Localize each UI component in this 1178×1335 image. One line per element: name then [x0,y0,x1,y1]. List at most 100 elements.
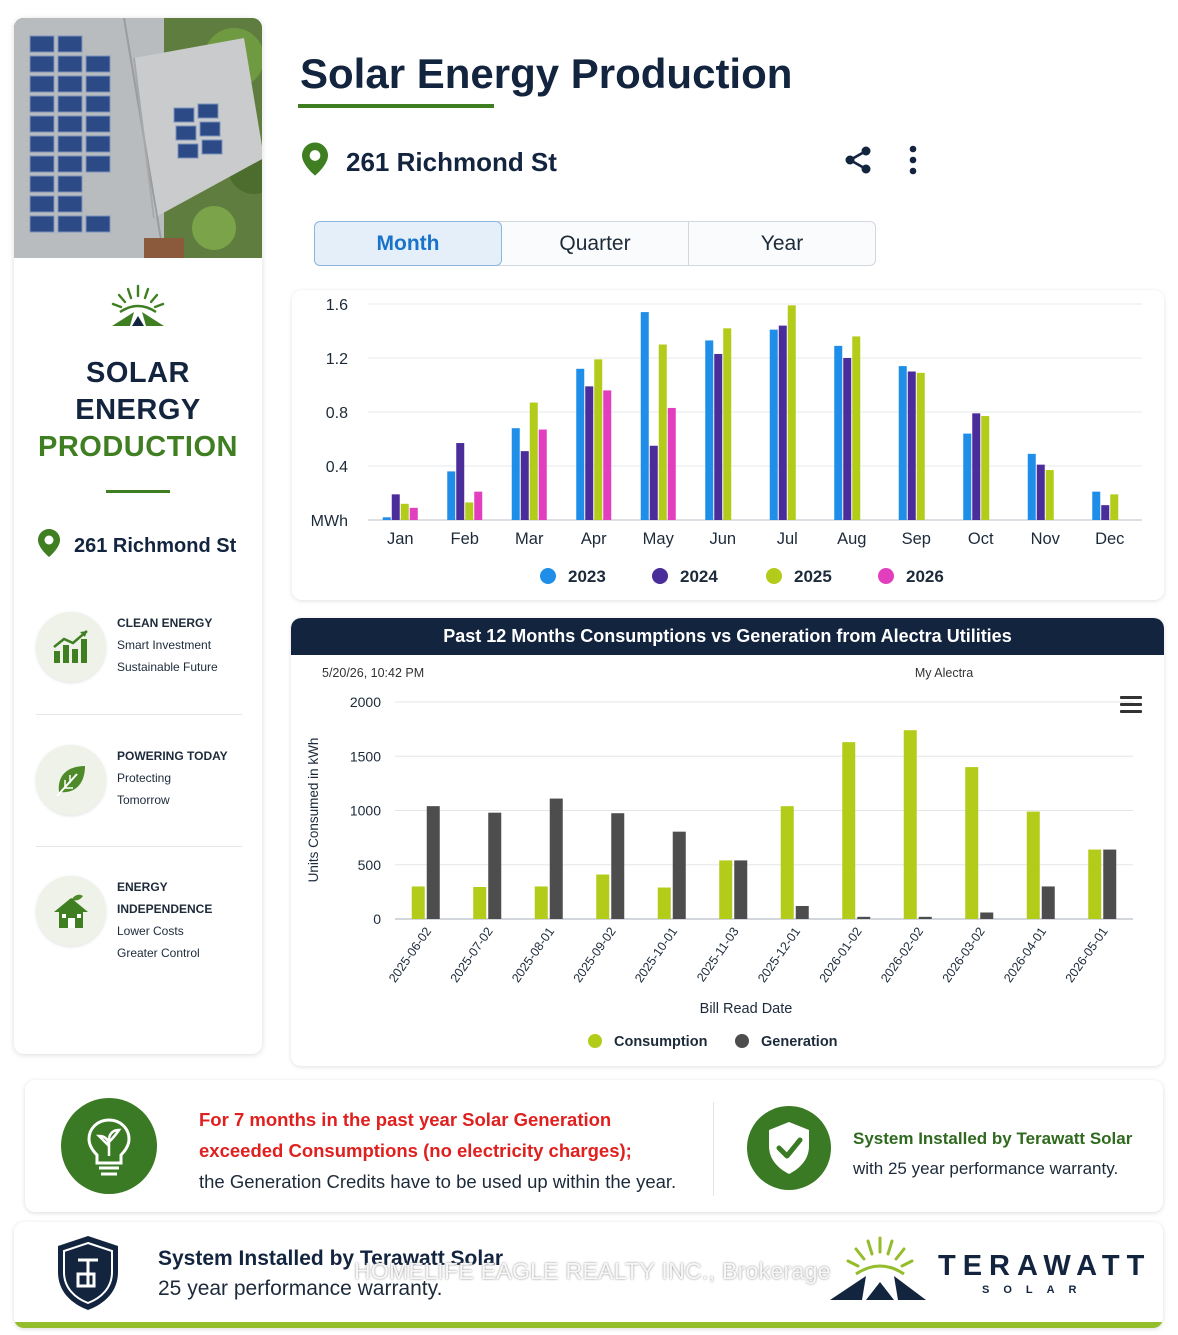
bar-2024-Jan [391,494,400,520]
bar-consumption-2026-02-02 [903,730,917,919]
feature-energy-independence: ENERGY INDEPENDENCE Lower Costs Greater … [36,876,242,964]
chart-timestamp: 5/20/26, 10:42 PM [322,666,424,680]
legend-marker-consumption [588,1034,602,1048]
legend-marker-2023 [540,568,556,584]
bar-2024-Nov [1036,464,1045,520]
brokerage-watermark: HOMELIFE EAGLE REALTY INC., Brokerage [354,1258,831,1284]
bar-2023-Jun [705,340,714,520]
x-tick-label: 2026-01-02 [817,925,865,985]
bar-2025-Aug [852,336,861,520]
bar-consumption-2025-06-02 [411,886,425,919]
feature-heading: POWERING TODAY [117,749,228,763]
bar-generation-2025-09-02 [611,813,625,919]
bar-chart-growth-icon [36,612,106,682]
bar-consumption-2025-10-01 [657,887,671,919]
location-pin-icon [302,142,328,183]
x-tick-label: Jun [709,530,736,548]
bar-2025-Apr [594,359,603,520]
bar-generation-2026-02-02 [918,916,932,919]
x-tick-label: May [643,530,675,548]
tab-quarter[interactable]: Quarter [502,222,689,265]
feature-heading: CLEAN ENERGY [117,616,213,630]
monthly-production-chart: 0.4 0.8 1.2 1.6 MWh Jan Feb Mar Apr May Jun Jul Aug S… [311,297,1142,586]
feature-line: Greater Control [117,946,200,960]
sidebar-address: 261 Richmond St [38,529,262,563]
y-tick-label: 2000 [350,694,381,710]
bar-consumption-2025-12-01 [780,806,794,919]
terawatt-shield-badge-icon [54,1234,122,1317]
address-text: 261 Richmond St [346,147,557,177]
monthly-production-chart-card: 0.4 0.8 1.2 1.6 MWh Jan Feb Mar Apr May Jun Jul Aug S… [292,290,1164,600]
bar-consumption-2026-05-01 [1088,849,1102,919]
y-tick-label: 0.8 [326,405,348,422]
footer-warranty-line: 25 year performance warranty. [158,1277,443,1300]
x-tick-label: Jan [387,530,414,548]
bar-2023-Oct [963,433,972,520]
chart-menu-icon[interactable] [1120,696,1142,714]
consumption-generation-card: Past 12 Months Consumptions vs Generatio… [291,618,1164,1066]
legend-marker-2024 [652,568,668,584]
chart-source: My Alectra [915,666,973,680]
sidebar-title: SOLAR ENERGY PRODUCTION [14,355,262,466]
share-icon[interactable] [842,144,874,176]
legend-marker-2025 [766,568,782,584]
leaf-icon [36,745,106,815]
bar-generation-2025-12-01 [795,905,809,919]
sidebar-divider [106,490,170,493]
x-tick-label: Oct [968,530,994,548]
sidebar-title-line3: PRODUCTION [38,431,238,463]
bar-consumption-2025-07-02 [473,886,487,919]
bar-2023-Nov [1027,453,1036,520]
x-tick-label: Feb [451,530,479,548]
sidebar-title-line2: ENERGY [75,394,201,426]
bar-2025-Oct [981,416,990,520]
bar-2023-May [640,312,649,520]
bar-2023-Jan [382,517,391,520]
sidebar-title-line1: SOLAR [86,357,190,389]
more-options-icon[interactable] [902,144,924,176]
consumption-chart-title: Past 12 Months Consumptions vs Generatio… [291,618,1164,655]
lightbulb-leaf-icon [61,1098,157,1194]
bar-2025-Sep [916,372,925,520]
feature-clean-energy: CLEAN ENERGY Smart Investment Sustainabl… [36,612,242,682]
legend-marker-2026 [878,568,894,584]
bar-consumption-2026-01-02 [842,742,856,919]
bar-2023-Feb [447,471,456,520]
feature-divider [36,714,242,715]
x-tick-label: 2025-11-03 [694,925,742,985]
x-tick-label: 2025-07-02 [448,925,496,985]
feature-line: Tomorrow [117,793,170,807]
x-tick-label: 2025-10-01 [632,925,680,985]
feature-heading: ENERGY [117,880,168,894]
sidebar-address-text: 261 Richmond St [74,534,237,557]
x-tick-label: 2026-02-02 [878,925,926,985]
bar-2024-Oct [972,413,981,520]
bar-2026-May [667,407,676,520]
x-tick-label: 2025-08-01 [509,925,557,985]
bar-generation-2026-03-02 [980,912,994,919]
tab-month[interactable]: Month [314,221,502,266]
bar-2025-Mar [529,402,538,520]
bar-2024-May [649,445,658,520]
feature-line: Lower Costs [117,924,184,938]
legend-marker-generation [735,1034,749,1048]
tab-year[interactable]: Year [760,231,804,255]
shield-check-icon [747,1106,831,1190]
legend-label-consumption: Consumption [614,1034,707,1050]
y-tick-label: 1500 [350,748,381,764]
bar-generation-2025-06-02 [426,806,440,919]
footer-installer-line: System Installed by Terawatt Solar [158,1247,504,1270]
terawatt-wordmark: TERAWATT [938,1250,1152,1282]
alert-line-2: exceeded Consumptions (no electricity ch… [199,1140,632,1161]
y-tick-label: 1000 [350,803,381,819]
feature-divider [36,846,242,847]
title-underline [298,104,494,108]
x-tick-label: 2025-12-01 [755,925,803,985]
bar-generation-2025-11-03 [734,860,748,919]
bar-consumption-2025-08-01 [534,886,548,919]
bar-consumption-2025-11-03 [719,860,733,919]
bar-2025-Dec [1110,494,1119,520]
bar-2024-Apr [585,386,594,520]
bar-2025-Jan [400,503,409,520]
info-panel: For 7 months in the past year Solar Gene… [25,1080,1163,1212]
